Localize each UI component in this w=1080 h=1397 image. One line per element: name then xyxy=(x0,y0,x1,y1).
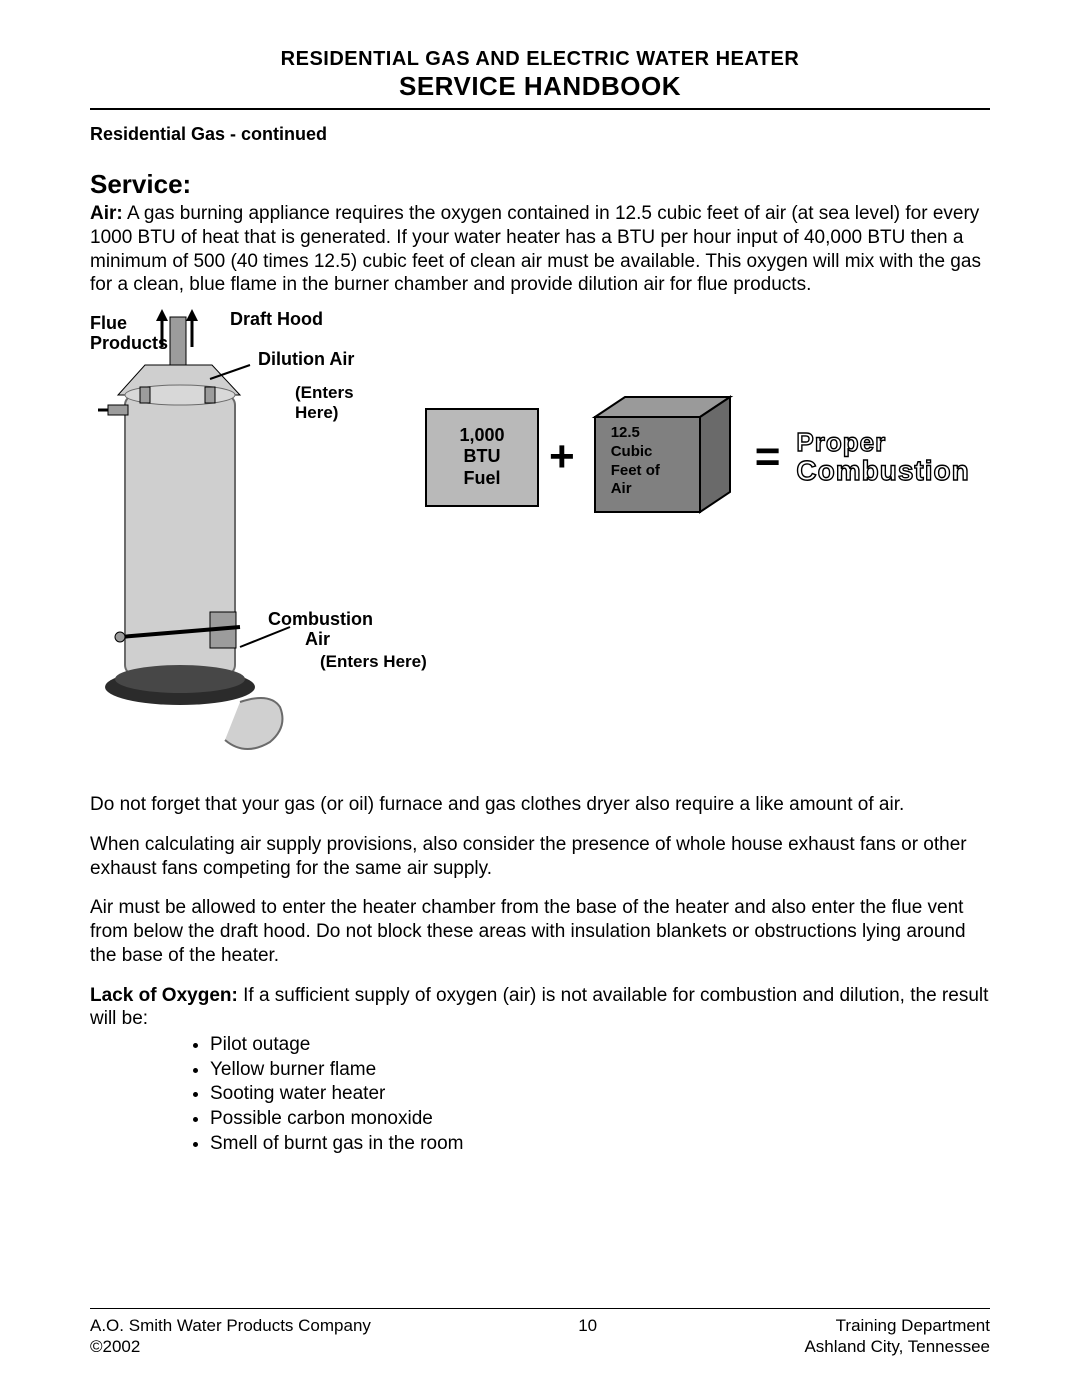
paragraph-2: When calculating air supply provisions, … xyxy=(90,833,990,881)
air-paragraph: Air: A gas burning appliance requires th… xyxy=(90,202,990,297)
air-cube: 12.5 Cubic Feet of Air xyxy=(585,392,745,522)
fuel-box-line2: BTU xyxy=(464,446,501,468)
lack-lead: Lack of Oxygen: xyxy=(90,985,238,1006)
water-heater-diagram: Flue Products Draft Hood Dilution Air Co… xyxy=(90,307,420,777)
label-draft-hood: Draft Hood xyxy=(230,309,323,329)
fuel-box: 1,000 BTU Fuel xyxy=(425,408,539,507)
footer-right: Training Department Ashland City, Tennes… xyxy=(804,1315,990,1358)
section-continued: Residential Gas - continued xyxy=(90,124,990,145)
header-line1: RESIDENTIAL GAS AND ELECTRIC WATER HEATE… xyxy=(90,48,990,71)
list-item: Sooting water heater xyxy=(210,1082,990,1107)
list-item: Smell of burnt gas in the room xyxy=(210,1132,990,1157)
oxygen-symptom-list: Pilot outage Yellow burner flame Sooting… xyxy=(90,1033,990,1156)
paragraph-1: Do not forget that your gas (or oil) fur… xyxy=(90,793,990,817)
figure-row: Flue Products Draft Hood Dilution Air Co… xyxy=(90,307,990,777)
footer-department: Training Department xyxy=(804,1315,990,1336)
air-lead: Air: xyxy=(90,203,123,224)
cube-svg xyxy=(585,392,745,522)
footer-location: Ashland City, Tennessee xyxy=(804,1336,990,1357)
paragraph-3: Air must be allowed to enter the heater … xyxy=(90,896,990,967)
air-text: A gas burning appliance requires the oxy… xyxy=(90,203,981,295)
footer-left: A.O. Smith Water Products Company ©2002 xyxy=(90,1315,371,1358)
fuel-box-line1: 1,000 xyxy=(459,425,504,447)
plus-symbol: + xyxy=(547,432,577,482)
page: RESIDENTIAL GAS AND ELECTRIC WATER HEATE… xyxy=(0,0,1080,1397)
label-combustion-1: Combustion xyxy=(268,609,373,629)
cube-label: 12.5 Cubic Feet of Air xyxy=(611,424,660,499)
list-item: Pilot outage xyxy=(210,1033,990,1058)
page-footer: A.O. Smith Water Products Company ©2002 … xyxy=(90,1308,990,1358)
proper-text: Proper xyxy=(790,429,969,456)
label-combustion-2: Air xyxy=(305,629,330,649)
enters-here-bottom: (Enters Here) xyxy=(320,652,427,672)
combustion-equation: 1,000 BTU Fuel + 12.5 Cubic Feet of Air … xyxy=(425,392,970,522)
page-header: RESIDENTIAL GAS AND ELECTRIC WATER HEATE… xyxy=(90,48,990,110)
svg-text:Flue Products: Flue Products xyxy=(90,313,168,353)
list-item: Possible carbon monoxide xyxy=(210,1107,990,1132)
label-dilution-air: Dilution Air xyxy=(258,349,354,369)
label-flue-products-1: Flue xyxy=(90,313,127,333)
fuel-box-line3: Fuel xyxy=(463,468,500,490)
label-flue-products-2: Products xyxy=(90,333,168,353)
proper-combustion-text: Proper Combustion xyxy=(790,429,969,486)
header-line2: SERVICE HANDBOOK xyxy=(90,71,990,102)
combustion-text: Combustion xyxy=(790,456,969,485)
list-item: Yellow burner flame xyxy=(210,1058,990,1083)
footer-page-number: 10 xyxy=(578,1315,597,1336)
enters-here-top: (Enters Here) xyxy=(295,383,354,422)
footer-company: A.O. Smith Water Products Company xyxy=(90,1315,371,1336)
footer-copyright: ©2002 xyxy=(90,1336,371,1357)
service-heading: Service: xyxy=(90,169,990,200)
equals-symbol: = xyxy=(753,432,783,482)
lack-of-oxygen-paragraph: Lack of Oxygen: If a sufficient supply o… xyxy=(90,984,990,1032)
